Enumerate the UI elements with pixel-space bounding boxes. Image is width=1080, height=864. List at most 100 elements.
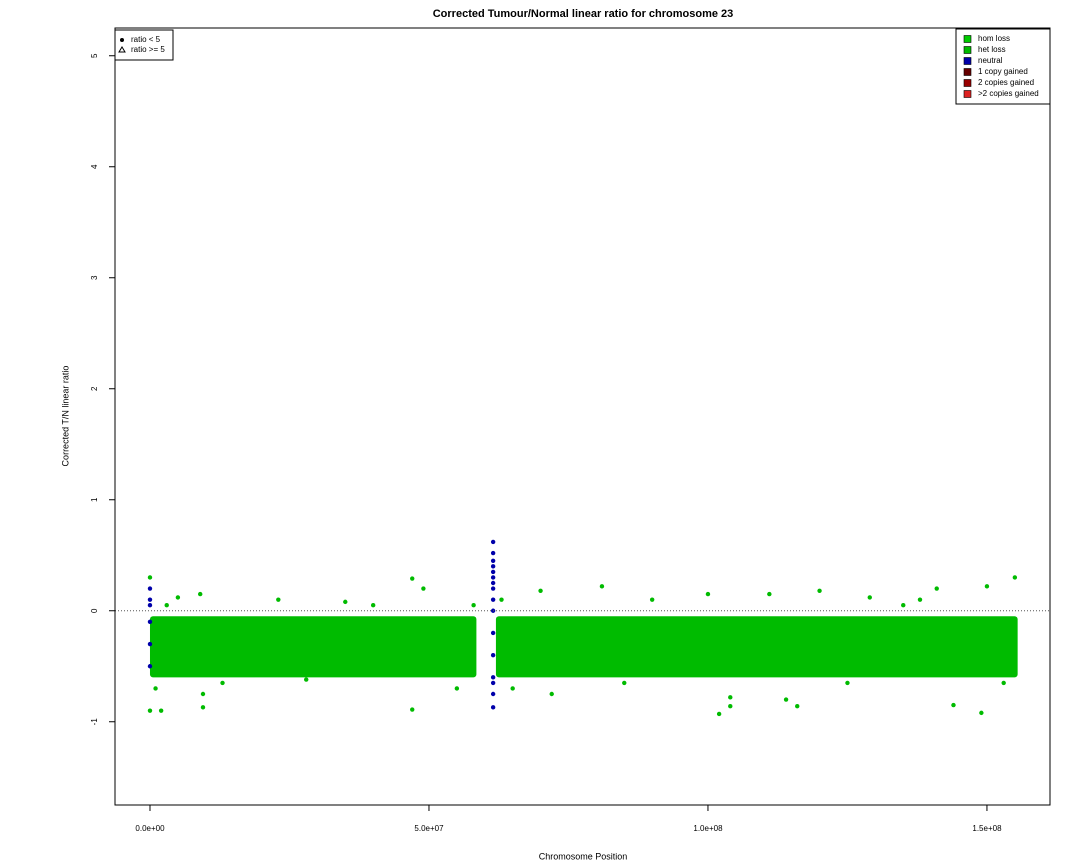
data-point — [490, 652, 496, 658]
data-point — [421, 586, 426, 591]
legend-swatch — [963, 35, 972, 43]
plot-frame — [114, 27, 1051, 806]
data-point — [490, 705, 496, 710]
data-point — [549, 691, 554, 697]
legend-label: neutral — [978, 56, 1003, 65]
y-tick-label: 1 — [90, 497, 99, 502]
legend-label: ratio >= 5 — [131, 45, 165, 54]
data-point — [901, 603, 906, 608]
data-point — [471, 603, 476, 608]
data-point — [147, 603, 153, 608]
data-point — [845, 680, 850, 686]
data-point — [705, 591, 711, 597]
legend-symbol — [120, 38, 124, 42]
data-point — [147, 597, 153, 602]
data-point — [917, 597, 923, 602]
y-tick-label: -1 — [90, 718, 99, 726]
dense-point-cloud — [149, 616, 477, 678]
data-point — [490, 580, 496, 586]
legend-label: het loss — [978, 45, 1006, 54]
data-point — [728, 704, 733, 709]
data-point — [200, 691, 206, 697]
data-point — [984, 584, 990, 589]
data-point — [147, 664, 153, 669]
legend-label: ratio < 5 — [131, 35, 161, 44]
x-axis-label: Chromosome Position — [539, 851, 628, 861]
legend-swatch — [963, 57, 972, 65]
data-point — [1012, 575, 1018, 580]
data-point — [499, 597, 504, 602]
data-point — [147, 708, 153, 713]
data-point — [1001, 680, 1006, 686]
data-point — [147, 586, 153, 591]
data-point — [622, 680, 627, 686]
x-tick-label: 1.0e+08 — [693, 824, 723, 833]
data-point — [490, 575, 496, 580]
y-axis-label: Corrected T/N linear ratio — [60, 366, 70, 467]
y-tick-label: 3 — [90, 275, 99, 280]
data-point — [276, 597, 281, 602]
legend-label: 2 copies gained — [978, 78, 1034, 87]
data-point — [158, 708, 164, 713]
data-point — [147, 575, 153, 580]
data-point — [599, 584, 605, 589]
y-tick-label: 2 — [90, 386, 99, 391]
data-point — [795, 704, 800, 709]
data-point — [490, 675, 496, 680]
data-point — [867, 595, 872, 600]
legend-symbol — [118, 46, 126, 53]
data-point — [728, 695, 733, 700]
data-point — [410, 576, 415, 581]
chart-title: Corrected Tumour/Normal linear ratio for… — [433, 8, 734, 20]
x-tick-label: 1.5e+08 — [972, 824, 1002, 833]
legend-box — [114, 29, 174, 61]
data-point — [538, 588, 543, 593]
legend-label: hom loss — [978, 34, 1010, 43]
data-point — [490, 597, 496, 602]
data-point — [490, 564, 496, 569]
y-tick-label: 5 — [90, 53, 99, 58]
data-point — [490, 569, 496, 575]
data-point — [147, 619, 153, 625]
data-point — [147, 641, 153, 647]
data-point — [200, 705, 206, 710]
data-point — [716, 711, 722, 717]
legend-swatch — [963, 68, 972, 76]
shape-legend: ratio < 5 ratio >= 5 — [114, 29, 174, 61]
dense-point-cloud — [495, 616, 1018, 678]
data-point — [164, 603, 169, 608]
data-point — [198, 591, 203, 597]
data-point — [783, 697, 789, 702]
data-point — [490, 539, 496, 545]
data-point — [454, 686, 460, 691]
legend-label: >2 copies gained — [978, 89, 1039, 98]
y-tick-label: 4 — [90, 164, 99, 169]
data-point — [649, 597, 655, 602]
legend-box — [955, 28, 1051, 105]
data-point — [490, 630, 496, 636]
data-point — [490, 680, 496, 686]
legend-label: 1 copy gained — [978, 67, 1028, 76]
data-point — [767, 591, 772, 597]
data-point — [410, 707, 415, 712]
legend: hom loss het loss neutral 1 copy gained 2 co… — [955, 28, 1051, 105]
data-point — [510, 686, 515, 691]
data-point — [370, 603, 376, 608]
data-point — [490, 558, 496, 563]
data-point — [175, 595, 181, 600]
plot-area — [115, 539, 1050, 717]
legend-swatch — [963, 46, 972, 54]
data-point — [304, 677, 309, 682]
legend-swatch — [963, 79, 972, 87]
data-point — [490, 586, 496, 591]
data-point — [934, 586, 939, 591]
data-point — [220, 680, 225, 686]
data-point — [490, 550, 496, 556]
data-point — [951, 702, 956, 708]
data-point — [153, 686, 158, 691]
data-point — [979, 710, 984, 716]
y-tick-label: 0 — [90, 608, 99, 613]
data-point — [490, 691, 496, 697]
